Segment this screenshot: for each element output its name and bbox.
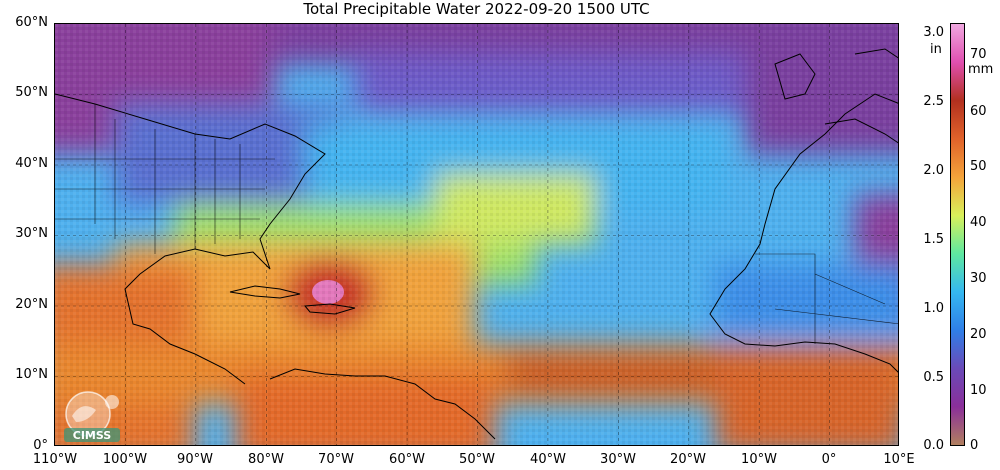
mm-tick-40: 40 bbox=[970, 215, 987, 230]
mm-tick-20: 20 bbox=[970, 327, 987, 342]
mm-tick-10: 10 bbox=[970, 383, 987, 398]
inch-tick-1-0: 1.0 bbox=[923, 301, 944, 316]
mm-tick-0: 0 bbox=[970, 438, 979, 453]
lat-label-10n: 10°N bbox=[15, 367, 48, 382]
lat-label-0: 0° bbox=[33, 438, 48, 453]
inch-tick-0-5: 0.5 bbox=[923, 370, 944, 385]
inch-unit-label: in bbox=[930, 42, 942, 57]
cimss-logo: CIMSS bbox=[58, 388, 128, 444]
cimss-logo-graphic: CIMSS bbox=[64, 391, 120, 442]
lon-label-80w: 80°W bbox=[248, 452, 284, 467]
lon-label-10e: 10°E bbox=[883, 452, 915, 467]
colorbar bbox=[950, 23, 965, 446]
lat-label-20n: 20°N bbox=[15, 297, 48, 312]
lat-label-30n: 30°N bbox=[15, 226, 48, 241]
cimss-logo-text: CIMSS bbox=[73, 429, 112, 442]
lon-label-30w: 30°W bbox=[600, 452, 636, 467]
lon-label-100w: 100°W bbox=[102, 452, 148, 467]
mm-tick-70: 70 bbox=[970, 47, 987, 62]
inch-tick-2-0: 2.0 bbox=[923, 163, 944, 178]
lon-label-10w: 10°W bbox=[741, 452, 777, 467]
lon-label-110w: 110°W bbox=[32, 452, 78, 467]
lon-label-40w: 40°W bbox=[530, 452, 566, 467]
graticule bbox=[55, 24, 898, 445]
inch-tick-3-0: 3.0 bbox=[923, 25, 944, 40]
precipitable-water-map bbox=[54, 23, 899, 446]
inch-tick-2-5: 2.5 bbox=[923, 94, 944, 109]
lon-label-70w: 70°W bbox=[318, 452, 354, 467]
mm-tick-50: 50 bbox=[970, 159, 987, 174]
map-title: Total Precipitable Water 2022-09-20 1500… bbox=[303, 0, 650, 18]
mm-unit-label: mm bbox=[968, 62, 994, 77]
lat-label-40n: 40°N bbox=[15, 156, 48, 171]
lat-label-60n: 60°N bbox=[15, 15, 48, 30]
lon-label-0: 0° bbox=[821, 452, 837, 467]
mm-tick-60: 60 bbox=[970, 104, 987, 119]
inch-tick-0-0: 0.0 bbox=[923, 438, 944, 453]
inch-tick-1-5: 1.5 bbox=[923, 232, 944, 247]
lat-label-50n: 50°N bbox=[15, 85, 48, 100]
lon-label-20w: 20°W bbox=[670, 452, 706, 467]
map-canvas bbox=[55, 24, 898, 445]
lon-label-60w: 60°W bbox=[389, 452, 425, 467]
coastlines bbox=[55, 48, 898, 440]
lon-label-50w: 50°W bbox=[459, 452, 495, 467]
mm-tick-30: 30 bbox=[970, 271, 987, 286]
lon-label-90w: 90°W bbox=[177, 452, 213, 467]
